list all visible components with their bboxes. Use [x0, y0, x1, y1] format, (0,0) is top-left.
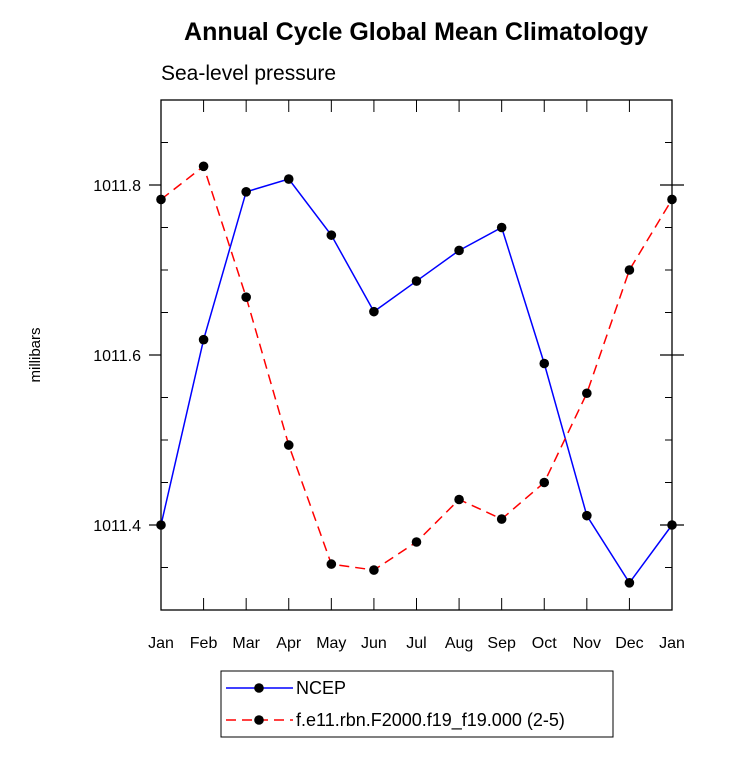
series-1-point [283, 174, 294, 184]
series-1-point [454, 245, 464, 256]
series-1-point [198, 334, 209, 345]
series-2-point [156, 194, 166, 205]
x-tick-label: Nov [573, 635, 601, 652]
series-1-point [496, 222, 507, 233]
series-1-point [624, 578, 635, 588]
x-tick-label: Jan [659, 635, 685, 652]
series-1-point [582, 510, 592, 521]
series-1-point [539, 358, 550, 369]
x-tick-label: Feb [190, 635, 218, 652]
y-tick-label: 1011.6 [93, 348, 141, 365]
series-2-point [582, 388, 592, 399]
x-tick-label: May [316, 635, 346, 652]
series-2-point [411, 537, 422, 547]
series-2-point [539, 477, 550, 488]
series-1-point [667, 520, 677, 530]
series-2-point [667, 194, 677, 205]
legend: NCEP f.e11.rbn.F2000.f19_f19.000 (2-5) [220, 670, 614, 738]
y-axis-label: millibars [27, 327, 44, 382]
series-2-point [369, 565, 379, 575]
series-2-point [283, 440, 294, 450]
series-line-1 [160, 178, 673, 585]
legend-entry-1: NCEP [296, 678, 346, 698]
x-tick-label: Dec [615, 635, 643, 652]
x-tick-label: Sep [487, 635, 516, 652]
legend-entry-2: f.e11.rbn.F2000.f19_f19.000 (2-5) [296, 710, 565, 731]
y-tick-label: 1011.4 [93, 518, 141, 535]
series-1-point [156, 520, 166, 530]
x-tick-label: Aug [445, 635, 473, 652]
series-2-point [198, 161, 209, 172]
legend-marker-2 [254, 715, 264, 725]
y-tick-label: 1011.8 [93, 178, 141, 195]
series-1-point [241, 187, 251, 197]
x-tick-label: Oct [532, 635, 557, 652]
series-2-point [326, 559, 337, 569]
legend-box [220, 670, 614, 738]
series-2-point [241, 292, 251, 303]
plot-frame [160, 99, 673, 611]
legend-marker-1 [254, 683, 264, 693]
x-tick-label: Jan [148, 635, 174, 652]
series-2-point [454, 494, 464, 505]
chart-subtitle: Sea-level pressure [161, 62, 336, 85]
series-1-point [326, 230, 337, 240]
series-1-point [411, 276, 422, 286]
x-tick-label: Apr [276, 635, 302, 652]
series-2-point [496, 514, 507, 524]
series-line-2 [160, 165, 673, 571]
x-tick-label: Jul [406, 635, 426, 652]
series-2-point [624, 265, 635, 275]
plot-area: Jan Feb Mar Apr May Jun Jul Aug Sep Oct Nov Dec Jan 1… [93, 99, 685, 652]
chart-title: Annual Cycle Global Mean Climatology [184, 18, 648, 46]
x-tick-label: Mar [232, 635, 260, 652]
x-tick-label: Jun [361, 635, 387, 652]
series-1-point [369, 306, 379, 317]
